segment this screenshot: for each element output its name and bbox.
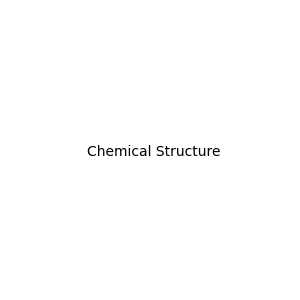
Text: Chemical Structure: Chemical Structure [87, 145, 220, 158]
